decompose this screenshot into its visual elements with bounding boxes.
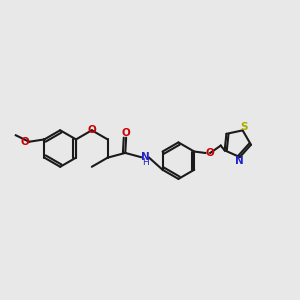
Text: O: O bbox=[87, 125, 96, 135]
Text: O: O bbox=[206, 148, 214, 158]
Text: S: S bbox=[240, 122, 247, 132]
Text: N: N bbox=[142, 152, 150, 162]
Text: N: N bbox=[236, 156, 244, 166]
Text: H: H bbox=[142, 158, 149, 167]
Text: O: O bbox=[122, 128, 130, 138]
Text: O: O bbox=[20, 137, 29, 147]
